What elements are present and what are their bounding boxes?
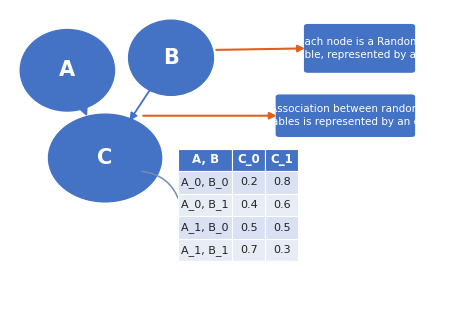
FancyBboxPatch shape <box>178 216 232 239</box>
FancyBboxPatch shape <box>232 194 265 216</box>
FancyBboxPatch shape <box>232 149 265 171</box>
FancyBboxPatch shape <box>276 94 415 137</box>
FancyBboxPatch shape <box>178 171 232 194</box>
Ellipse shape <box>20 30 115 111</box>
FancyBboxPatch shape <box>265 149 298 171</box>
Text: 0.5: 0.5 <box>240 222 257 233</box>
FancyBboxPatch shape <box>265 171 298 194</box>
FancyBboxPatch shape <box>178 194 232 216</box>
Text: A_0, B_1: A_0, B_1 <box>182 199 229 210</box>
FancyBboxPatch shape <box>232 216 265 239</box>
Text: 0.8: 0.8 <box>273 177 291 187</box>
Text: C_0: C_0 <box>237 153 260 167</box>
Text: 0.6: 0.6 <box>273 200 291 210</box>
Text: 0.3: 0.3 <box>273 245 291 255</box>
Text: 0.5: 0.5 <box>273 222 291 233</box>
Ellipse shape <box>128 20 213 95</box>
FancyBboxPatch shape <box>232 171 265 194</box>
FancyBboxPatch shape <box>265 216 298 239</box>
FancyBboxPatch shape <box>232 239 265 261</box>
Text: A, B: A, B <box>191 153 219 167</box>
FancyBboxPatch shape <box>178 239 232 261</box>
Text: Each node is a Random
Variable, represented by a CPD: Each node is a Random Variable, represen… <box>278 37 441 60</box>
FancyBboxPatch shape <box>304 24 415 73</box>
Text: C: C <box>98 148 113 168</box>
FancyBboxPatch shape <box>265 194 298 216</box>
Text: 0.4: 0.4 <box>240 200 258 210</box>
Text: 0.2: 0.2 <box>240 177 258 187</box>
FancyBboxPatch shape <box>178 149 232 171</box>
Text: Association between random
variables is represented by an edge: Association between random variables is … <box>252 104 439 127</box>
Text: 0.7: 0.7 <box>240 245 258 255</box>
Text: C_1: C_1 <box>270 153 293 167</box>
FancyBboxPatch shape <box>265 239 298 261</box>
Ellipse shape <box>48 114 162 202</box>
Text: B: B <box>163 48 179 68</box>
Text: A_0, B_0: A_0, B_0 <box>182 177 229 188</box>
Text: A: A <box>59 60 75 80</box>
Text: A_1, B_0: A_1, B_0 <box>182 222 229 233</box>
Text: A_1, B_1: A_1, B_1 <box>182 245 229 256</box>
